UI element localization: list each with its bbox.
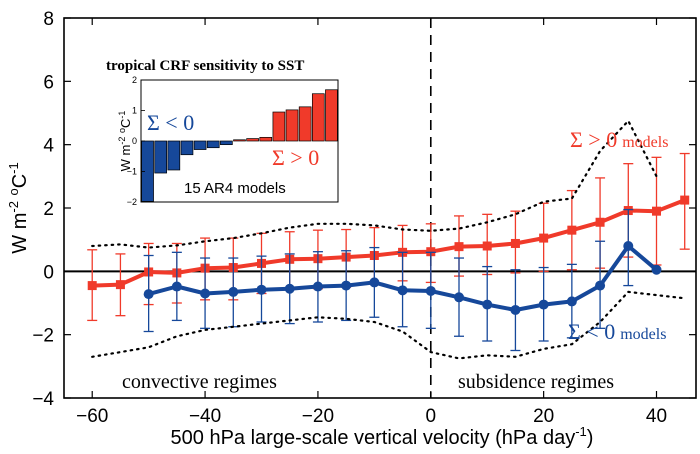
negative-data-point — [623, 241, 634, 251]
x-axis-label-sup: -1 — [575, 424, 587, 439]
inset-bar — [206, 140, 220, 149]
inset-bars: −2 −1 0 1 2 — [127, 75, 338, 207]
label-positive-models: Σ > 0 models — [570, 127, 668, 152]
negative-data-point — [228, 286, 239, 297]
negative-data-point — [510, 304, 521, 315]
y-tick-label: 4 — [43, 136, 54, 157]
positive-data-point — [652, 206, 661, 216]
inset-y-axis-label: W m-2 oC-1 — [117, 111, 133, 172]
negative-data-point — [284, 283, 295, 294]
negative-data-point — [538, 299, 549, 310]
inset-y-tick-label: 2 — [132, 75, 137, 85]
inset-positive-label: Σ > 0 — [272, 145, 319, 170]
negative-data-point — [171, 281, 182, 292]
positive-data-point — [595, 217, 605, 227]
x-tick-label: 40 — [646, 406, 667, 427]
negative-data-point — [482, 299, 493, 310]
positive-data-point — [454, 242, 464, 252]
y-tick-label: 0 — [43, 262, 54, 283]
inset-negative-label: Σ < 0 — [147, 110, 194, 135]
inset-bar — [311, 93, 325, 142]
positive-data-point — [510, 238, 520, 248]
label-negative-sym: Σ < 0 — [568, 319, 615, 344]
inset-frame — [140, 79, 339, 203]
negative-data-point — [369, 277, 380, 288]
x-axis-label: 500 hPa large-scale vertical velocity (h… — [171, 424, 594, 449]
positive-data-point — [567, 225, 577, 235]
inset-bar — [285, 109, 299, 142]
positive-data-point — [482, 241, 492, 251]
y-tick-label: −2 — [32, 326, 54, 347]
negative-data-point — [256, 284, 267, 295]
y-axis-label-main: W m — [9, 213, 31, 254]
y-axis-label-degree: o — [6, 188, 21, 195]
negative-data-point — [566, 296, 577, 307]
y-axis-label-sup1: -2 — [6, 201, 21, 213]
inset-bar — [325, 89, 338, 142]
positive-data-point — [115, 280, 125, 290]
y-tick-label: 8 — [43, 9, 54, 30]
x-tick-label: −20 — [302, 406, 334, 427]
inset-y-tick-label: −2 — [127, 197, 137, 207]
inset-y-axis-label-main: W m — [118, 145, 133, 172]
y-axis-label-unit: C — [9, 174, 31, 188]
inset-y-tick-label: 0 — [132, 136, 137, 146]
negative-data-point — [454, 292, 464, 303]
y-tick-label: 6 — [43, 72, 54, 93]
inset-bar — [220, 140, 233, 146]
inset-y-axis-label-degree: o — [117, 128, 127, 133]
label-subsidence-regimes: subsidence regimes — [458, 371, 614, 393]
inset-y-axis-label-sup1: -2 — [117, 137, 127, 145]
inset-bar — [167, 140, 181, 171]
x-tick-label: 0 — [425, 406, 436, 427]
label-negative-word: models — [620, 326, 666, 343]
inset-bar — [180, 140, 194, 156]
negative-data-point — [595, 280, 606, 291]
negative-data-point — [312, 281, 323, 292]
main-lines — [64, 18, 696, 398]
negative-data-point — [397, 285, 408, 296]
x-tick-label: −60 — [76, 406, 108, 427]
label-convective-regimes: convective regimes — [122, 371, 277, 393]
inset-y-tick-label: −1 — [127, 167, 137, 177]
negative-data-point — [651, 264, 662, 275]
positive-data-point — [87, 281, 97, 291]
inset-bar-chart: tropical CRF sensitivity to SST W m-2 oC… — [95, 44, 367, 212]
envelope-dotted-line — [91, 290, 686, 360]
inset-bar — [298, 106, 312, 142]
y-tick-label: 2 — [43, 199, 54, 220]
y-tick-label: −4 — [32, 389, 54, 410]
inset-y-axis-label-unit: C — [118, 119, 133, 128]
inset-bar — [259, 136, 273, 142]
negative-data-point — [200, 288, 211, 299]
x-axis-label-tail: ) — [587, 427, 594, 449]
inset-bar — [246, 138, 259, 142]
x-tick-label: −40 — [189, 406, 221, 427]
y-axis-label: W m-2 oC-1 — [6, 162, 31, 253]
x-tick-label: 20 — [533, 406, 554, 427]
inset-y-axis-label-sup2: -1 — [117, 111, 127, 119]
label-negative-models: Σ < 0 models — [568, 319, 666, 344]
inset-bar — [154, 140, 168, 174]
label-positive-word: models — [622, 134, 668, 151]
x-axis-label-main: 500 hPa large-scale vertical velocity (h… — [171, 427, 576, 449]
negative-data-point — [143, 289, 154, 300]
inset-y-tick-label: 1 — [132, 106, 137, 116]
positive-series-line — [92, 198, 686, 288]
y-axis-label-sup2: -1 — [6, 162, 21, 174]
positive-data-point — [680, 195, 690, 205]
label-positive-sym: Σ > 0 — [570, 127, 617, 152]
inset-bar — [233, 139, 246, 142]
inset-x-axis-label: 15 AR4 models — [184, 180, 286, 197]
inset-bar — [193, 140, 207, 150]
negative-data-point — [341, 280, 352, 291]
negative-data-point — [425, 285, 436, 296]
inset-title: tropical CRF sensitivity to SST — [106, 58, 304, 74]
positive-data-point — [539, 233, 549, 243]
inset-bar — [272, 111, 286, 142]
